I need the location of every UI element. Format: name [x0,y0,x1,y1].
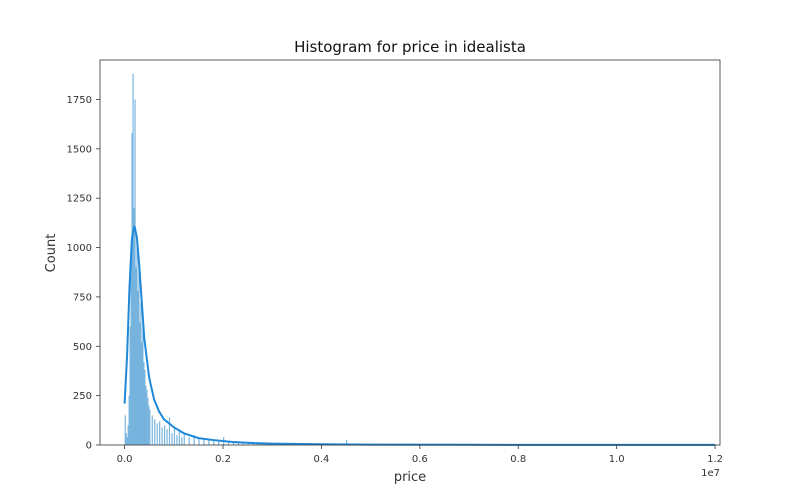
histogram-bar [198,439,200,445]
histogram-bar [151,415,153,445]
histogram-bar [161,427,163,445]
histogram-bar [346,440,348,445]
histogram-bar [131,133,133,446]
y-axis-ticks: 0 250 500 750 1000 1250 1500 1750 [67,95,100,452]
histogram-bar [188,437,190,445]
histogram-bar [156,423,158,445]
histogram-bar [140,302,142,445]
histogram-bar [137,291,139,445]
histogram-bar [127,425,129,445]
histogram-bar [257,443,259,445]
histogram-bar [143,362,145,445]
y-tick-label: 1500 [67,144,92,155]
histogram-bar [208,440,210,445]
histogram-bar [142,326,144,445]
histogram-bar [139,322,141,445]
histogram-bar [141,342,143,445]
kde-curve [123,225,716,446]
x-tick-label: 1.0 [609,454,625,465]
x-axis-label: price [394,470,426,485]
histogram-bar [133,208,135,445]
histogram-bar [149,409,151,445]
histogram-bar [176,435,178,445]
histogram-bar [125,433,127,445]
histogram-bar [154,419,156,445]
histogram-bar [183,433,185,445]
x-axis-ticks: 0.0 0.2 0.4 0.6 0.8 1.0 1.2 [117,445,723,465]
histogram-bar [130,247,132,445]
x-tick-label: 1.2 [707,454,723,465]
histogram-bar [145,385,147,445]
histogram-bar [128,395,130,445]
histogram-bar [148,405,150,445]
histogram-bar [171,433,173,445]
histogram-bar [178,431,180,445]
histogram-bar [159,421,161,445]
x-tick-label: 0.8 [510,454,526,465]
histogram-bar [168,417,171,445]
y-axis-label: Count [44,234,59,273]
histogram-bar [247,443,249,445]
x-tick-label: 0.4 [313,454,329,465]
plot-frame [99,59,721,446]
histogram-bar [135,267,137,445]
histogram-bar [237,442,239,445]
histogram-bar [144,369,146,445]
histogram-bar [124,415,126,445]
x-tick-label: 0.0 [117,454,133,465]
histogram-bar [213,439,215,445]
histogram-bar [146,389,148,445]
y-tick-label: 1750 [67,95,92,106]
y-tick-label: 250 [73,391,92,402]
y-tick-label: 750 [73,292,92,303]
histogram-bar [136,237,138,445]
histogram-bar [193,435,195,445]
histogram-bar [227,442,230,445]
y-tick-label: 1000 [67,243,92,254]
y-tick-label: 500 [73,342,92,353]
x-offset-label: 1e7 [701,468,720,479]
x-tick-label: 0.6 [412,454,428,465]
histogram-bar [173,427,176,445]
histogram-bar [134,99,136,445]
histogram-bar [132,73,134,446]
y-tick-label: 1250 [67,194,92,205]
histogram-bar [181,437,183,445]
histogram-bar [218,441,220,445]
y-tick-label: 0 [86,441,92,452]
histogram-bars [124,73,717,446]
histogram-bar [126,437,128,445]
histogram-bar [166,429,168,445]
histogram-bar [138,257,140,445]
histogram-bar [163,425,166,445]
x-tick-label: 0.2 [215,454,231,465]
histogram-bar [203,438,205,445]
histogram-bar [129,326,131,445]
histogram-bar [147,397,149,445]
chart-title: Histogram for price in idealista [294,38,526,56]
